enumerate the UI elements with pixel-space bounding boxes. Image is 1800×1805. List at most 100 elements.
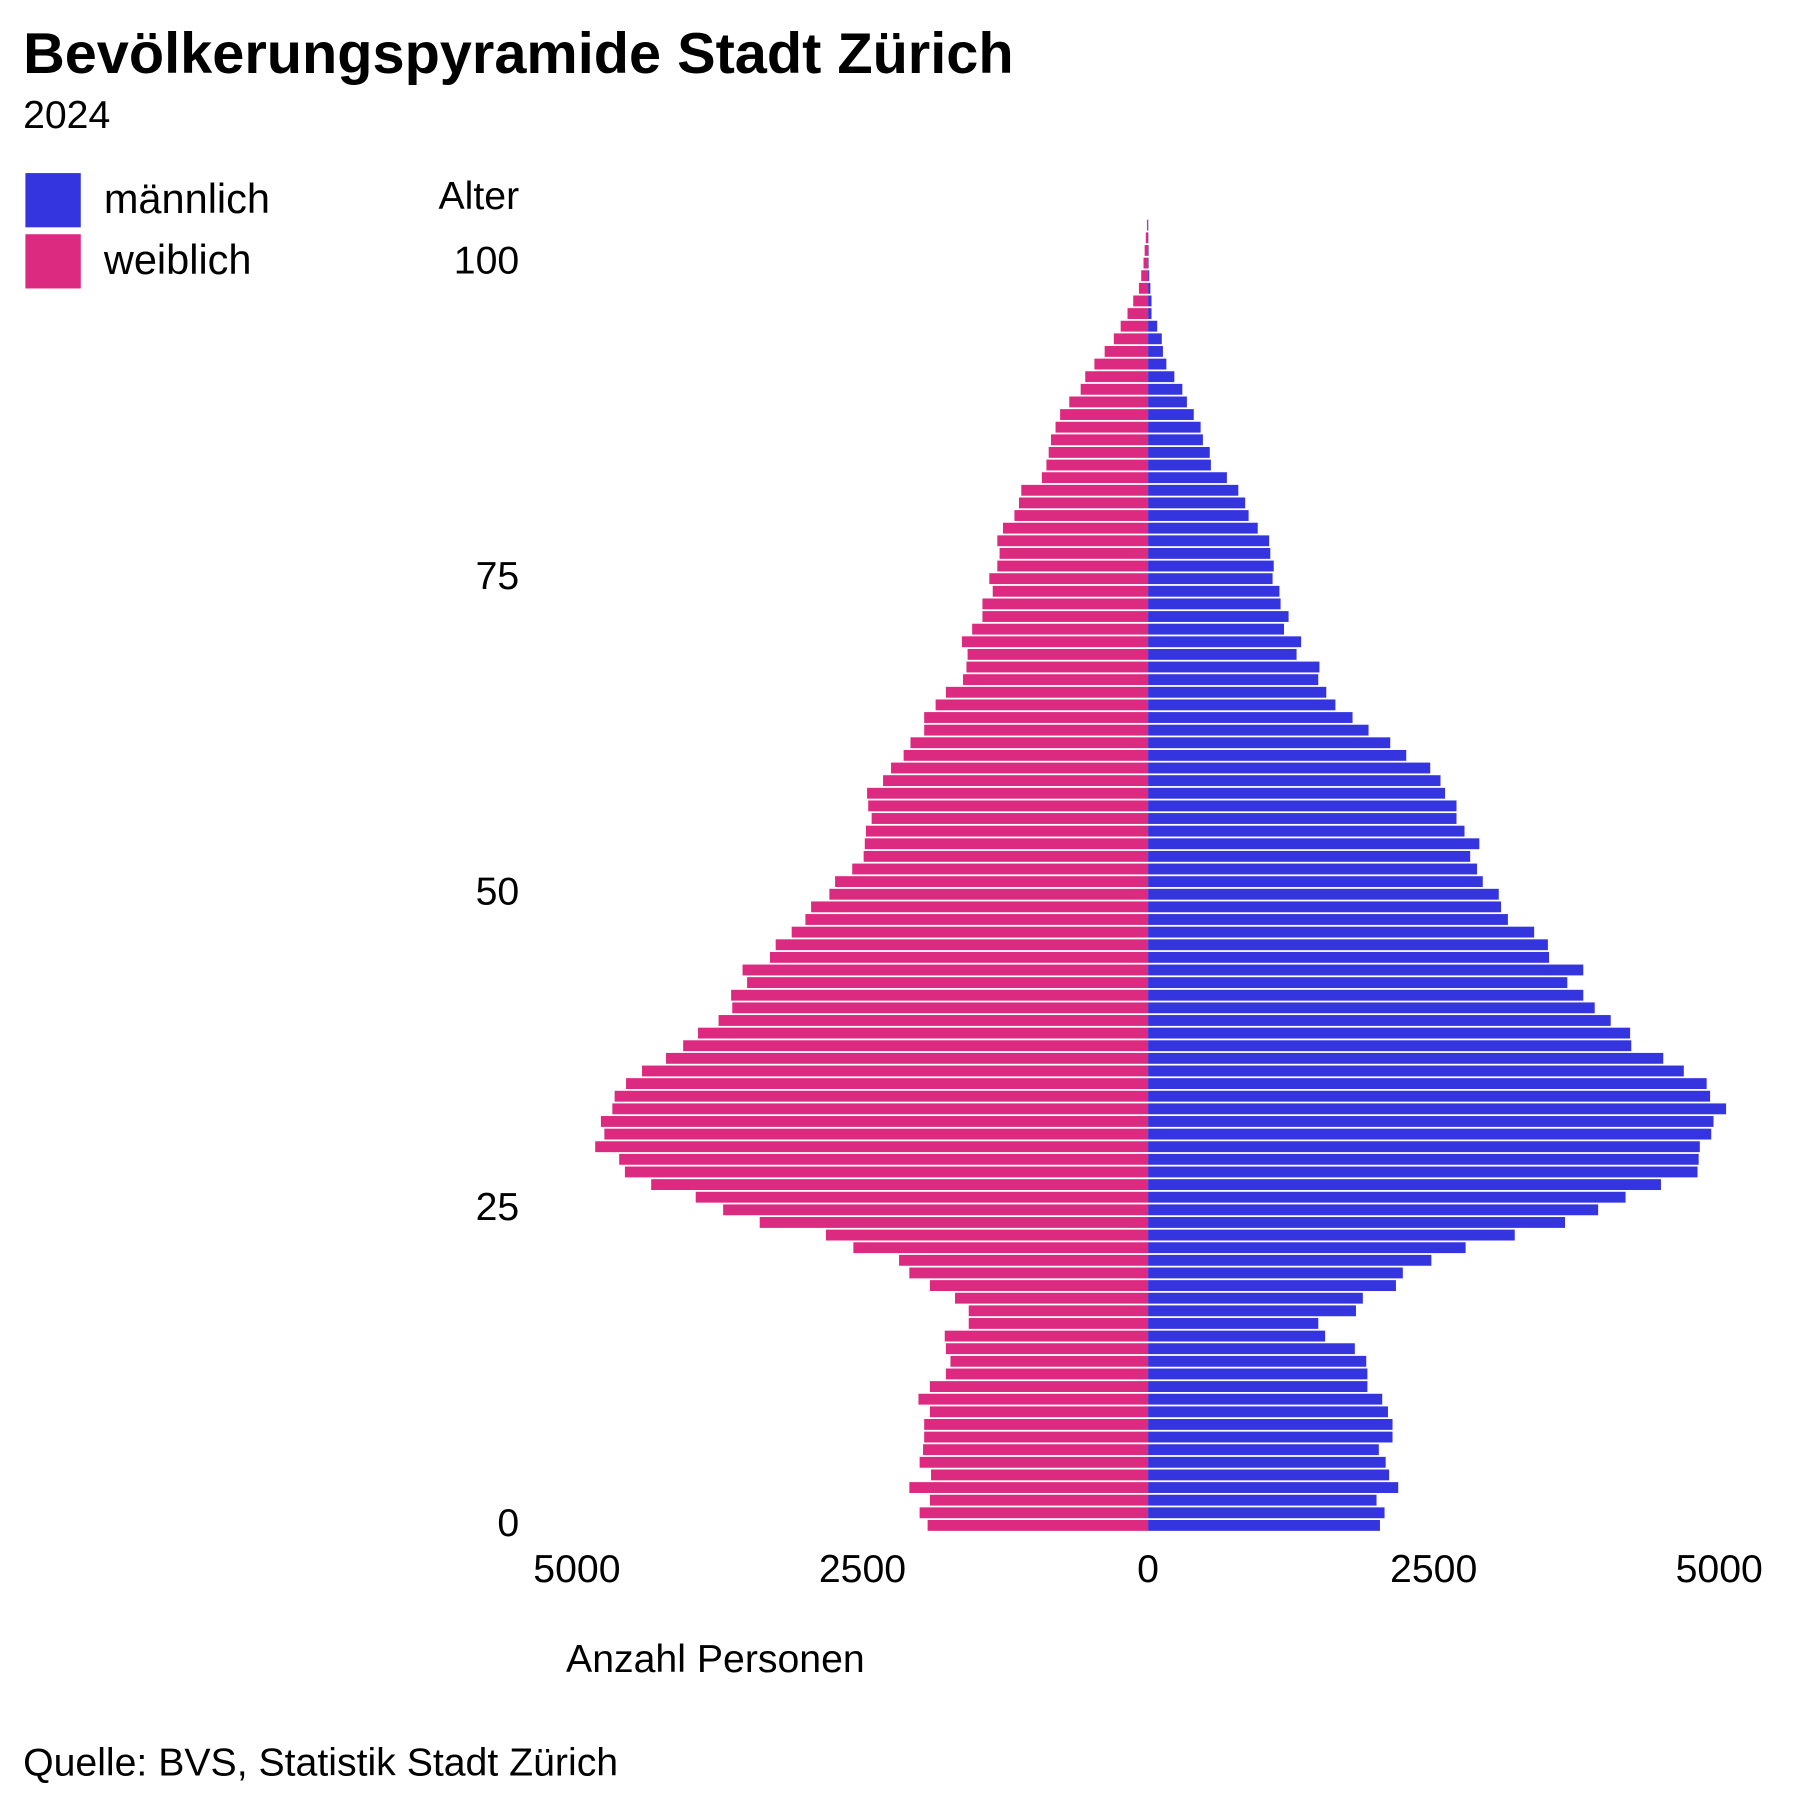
x-tick-label: 5000 xyxy=(1676,1547,1763,1591)
bar xyxy=(1148,712,1352,723)
legend-label: männlich xyxy=(104,175,270,222)
bar xyxy=(1148,977,1567,988)
bar xyxy=(1148,308,1151,319)
bar xyxy=(723,1204,1148,1215)
bar xyxy=(1148,1444,1379,1455)
bar xyxy=(1003,523,1148,534)
bar xyxy=(1042,472,1148,483)
bar xyxy=(1148,1406,1388,1417)
bar xyxy=(1148,1482,1398,1493)
bar xyxy=(918,1394,1148,1405)
bar xyxy=(950,1356,1148,1367)
bar xyxy=(1148,1469,1389,1480)
bar xyxy=(1148,1040,1631,1051)
bar xyxy=(924,1432,1148,1443)
bar xyxy=(626,1078,1148,1089)
bar xyxy=(719,1015,1149,1026)
bar xyxy=(872,813,1148,824)
bar xyxy=(1000,548,1149,559)
bar xyxy=(1148,1432,1392,1443)
legend-label: weiblich xyxy=(103,236,252,283)
bar xyxy=(962,636,1148,647)
bar xyxy=(931,1469,1148,1480)
bar xyxy=(1046,460,1148,471)
bar xyxy=(1148,674,1318,685)
bar xyxy=(1148,434,1203,445)
bar xyxy=(1148,396,1187,407)
bar xyxy=(615,1091,1148,1102)
bar xyxy=(972,624,1148,635)
legend-swatch xyxy=(25,234,80,288)
bar xyxy=(1105,346,1148,357)
bar xyxy=(1148,472,1227,483)
bar xyxy=(865,838,1148,849)
bar xyxy=(1148,1318,1318,1329)
bar xyxy=(969,1305,1148,1316)
source-note: Quelle: BVS, Statistik Stadt Zürich xyxy=(23,1741,618,1785)
bar xyxy=(743,965,1149,976)
bar xyxy=(1148,371,1174,382)
bar xyxy=(1148,1495,1376,1506)
bar xyxy=(1148,611,1289,622)
y-tick-label: 75 xyxy=(476,554,520,598)
bar xyxy=(924,712,1148,723)
bar xyxy=(805,914,1148,925)
bar xyxy=(1148,624,1284,635)
bar xyxy=(966,662,1148,673)
bar xyxy=(1148,497,1245,508)
bar xyxy=(1148,485,1238,496)
bar xyxy=(864,851,1148,862)
chart-title: Bevölkerungspyramide Stadt Zürich xyxy=(23,22,1014,86)
bar xyxy=(899,1255,1148,1266)
bar xyxy=(601,1116,1148,1127)
bar xyxy=(666,1053,1148,1064)
bar xyxy=(1148,662,1319,673)
bar xyxy=(698,1028,1148,1039)
bar xyxy=(1148,1053,1663,1064)
bar xyxy=(1148,573,1273,584)
bar xyxy=(1148,535,1269,546)
bar xyxy=(924,1419,1148,1430)
bar xyxy=(1148,1116,1713,1127)
bar xyxy=(867,788,1148,799)
bar xyxy=(1121,321,1148,332)
bar xyxy=(1148,914,1508,925)
bar xyxy=(920,1457,1148,1468)
bar xyxy=(1148,1179,1661,1190)
bar xyxy=(891,763,1148,774)
bar xyxy=(936,699,1148,710)
bar xyxy=(604,1129,1148,1140)
bar xyxy=(683,1040,1148,1051)
bar xyxy=(1148,876,1483,887)
bar xyxy=(1148,245,1149,256)
x-tick-label: 2500 xyxy=(819,1547,906,1591)
bar xyxy=(1148,422,1201,433)
bar xyxy=(963,674,1148,685)
bar xyxy=(1148,1167,1697,1178)
bar xyxy=(760,1217,1148,1228)
bar xyxy=(1147,220,1148,231)
bar xyxy=(1148,699,1335,710)
bar xyxy=(1148,346,1163,357)
bar xyxy=(625,1167,1148,1178)
bar xyxy=(1148,586,1279,597)
bar xyxy=(1148,800,1456,811)
bar xyxy=(866,826,1148,837)
bar xyxy=(1148,965,1583,976)
bar xyxy=(853,1242,1148,1253)
bar xyxy=(993,586,1148,597)
bar xyxy=(1144,258,1149,269)
bar xyxy=(1148,750,1406,761)
bar xyxy=(923,1444,1148,1455)
bar xyxy=(1148,775,1440,786)
bar xyxy=(928,1520,1148,1531)
bar xyxy=(1148,1204,1598,1215)
y-tick-label: 50 xyxy=(476,870,520,914)
bar xyxy=(1148,283,1150,294)
bar xyxy=(1148,460,1211,471)
bar xyxy=(1081,384,1148,395)
bar xyxy=(1148,1369,1367,1380)
bar xyxy=(1114,333,1148,344)
bar xyxy=(1133,296,1148,307)
